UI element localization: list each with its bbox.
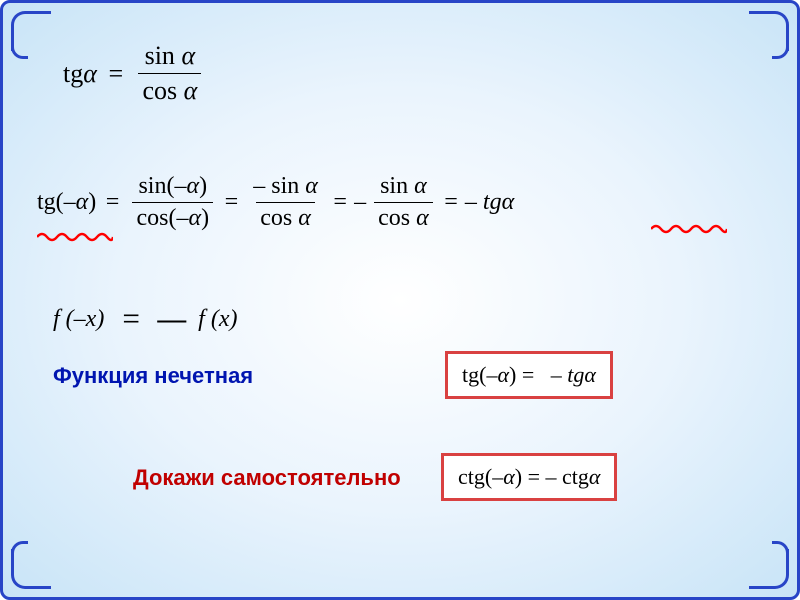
corner-ornament — [11, 549, 51, 589]
fraction: sin α cos α — [138, 41, 201, 106]
squiggle-underline-icon — [651, 223, 727, 233]
lhs: f (–x) — [53, 306, 104, 333]
boxed-result-tg: tg(–α) = – tgα — [445, 351, 613, 399]
corner-ornament — [11, 11, 51, 51]
tg-text: tg — [63, 59, 83, 89]
corner-ornament — [749, 11, 789, 51]
label-prove-yourself: Докажи самостоятельно — [133, 465, 401, 491]
equation-odd-function: f (–x) = — f (x) — [53, 301, 237, 337]
fraction: sin(–α) cos(–α) — [132, 173, 213, 232]
equals: = — [107, 59, 125, 89]
rhs: f (x) — [198, 306, 237, 333]
equation-tg-definition: tgα = sin α cos α — [63, 41, 205, 106]
equals: = — [120, 301, 141, 337]
slide-frame: tgα = sin α cos α tg(–α) = sin(–α) cos(–… — [0, 0, 800, 600]
squiggle-underline-icon — [37, 231, 113, 241]
boxed-result-ctg: ctg(–α) = – ctgα — [441, 453, 617, 501]
alpha: α — [83, 59, 97, 89]
minus-dash: — — [157, 303, 186, 336]
fraction: sin α cos α — [374, 173, 433, 232]
equation-tg-neg-derivation: tg(–α) = sin(–α) cos(–α) = – sin α cos α… — [37, 173, 514, 232]
corner-ornament — [749, 549, 789, 589]
label-function-odd: Функция нечетная — [53, 363, 253, 389]
fraction: – sin α cos α — [249, 173, 322, 232]
